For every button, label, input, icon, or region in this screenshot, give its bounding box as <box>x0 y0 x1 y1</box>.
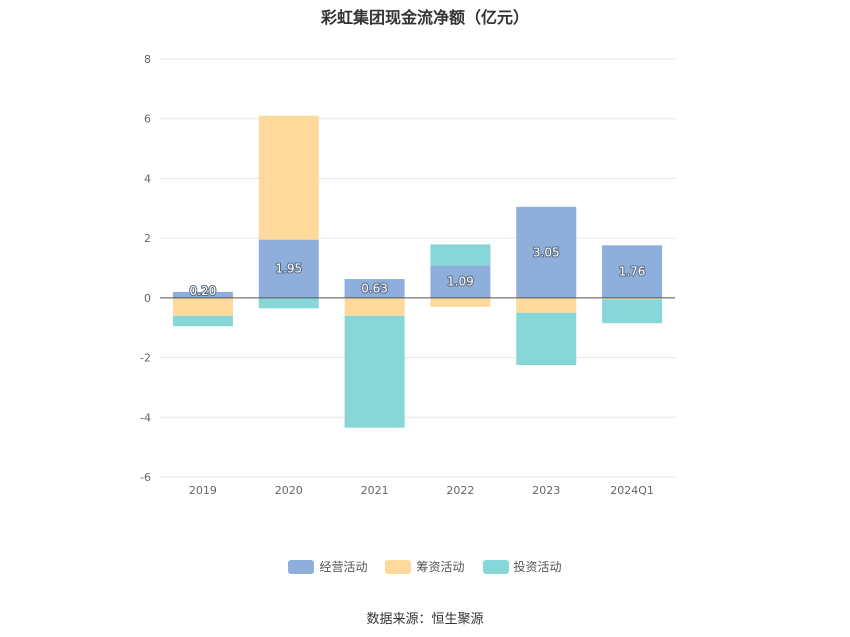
x-tick-label: 2023 <box>532 484 560 497</box>
y-tick-label: 6 <box>144 113 151 126</box>
x-tick-label: 2022 <box>446 484 474 497</box>
y-tick-label: -2 <box>140 352 151 365</box>
data-label-operating: 3.05 <box>533 245 560 259</box>
bar-financing <box>516 297 577 313</box>
bar-operating <box>258 239 319 298</box>
chart-plot: -6 -4 -2 0 2 4 6 8 2019 2020 2021 2022 2023 2024Q1 0.2… <box>140 53 675 497</box>
bar-financing <box>258 115 319 240</box>
legend-item-investing[interactable]: 投资活动 <box>482 558 562 575</box>
bar-financing <box>344 297 405 316</box>
bar-operating <box>602 245 663 298</box>
y-tick-label: 0 <box>144 292 151 305</box>
legend-item-operating[interactable]: 经营活动 <box>288 558 367 575</box>
bar-financing <box>602 297 663 300</box>
bar-investing <box>172 315 233 327</box>
y-tick-label: -6 <box>140 471 151 484</box>
bar-investing <box>344 315 405 428</box>
legend-swatch-investing <box>482 559 509 574</box>
chart-title: 彩虹集团现金流净额（亿元） <box>320 8 529 27</box>
legend-swatch-financing <box>385 559 412 574</box>
x-tick-label: 2019 <box>189 484 217 497</box>
y-tick-label: 8 <box>144 53 151 66</box>
data-label-operating: 1.76 <box>619 265 646 279</box>
data-label-operating: 1.95 <box>275 262 302 276</box>
bar-investing <box>258 297 319 309</box>
legend-label-financing: 筹资活动 <box>416 560 465 574</box>
data-source-note: 数据来源：恒生聚源 <box>366 612 484 627</box>
chart-legend: 经营活动 筹资活动 投资活动 <box>0 558 850 575</box>
bar-operating <box>172 291 233 298</box>
y-tick-label: 4 <box>144 172 151 185</box>
bar-investing <box>516 312 577 366</box>
legend-item-financing[interactable]: 筹资活动 <box>385 558 465 575</box>
y-tick-label: 2 <box>144 232 151 245</box>
bar-financing <box>430 297 491 307</box>
y-tick-label: -4 <box>140 411 151 424</box>
legend-label-operating: 经营活动 <box>319 560 368 574</box>
data-label-operating: 0.63 <box>361 281 388 295</box>
legend-swatch-operating <box>288 559 315 574</box>
x-tick-label: 2020 <box>275 484 303 497</box>
data-label-operating: 0.20 <box>190 284 217 298</box>
x-tick-label: 2021 <box>361 484 389 497</box>
x-tick-label: 2024Q1 <box>610 484 654 497</box>
data-label-operating: 1.09 <box>447 275 474 289</box>
bar-investing <box>602 299 663 324</box>
legend-label-investing: 投资活动 <box>513 560 562 574</box>
bar-operating <box>516 206 577 298</box>
bar-operating <box>430 265 491 298</box>
bar-financing <box>172 297 233 316</box>
bar-investing <box>430 244 491 266</box>
bar-operating <box>344 279 405 298</box>
